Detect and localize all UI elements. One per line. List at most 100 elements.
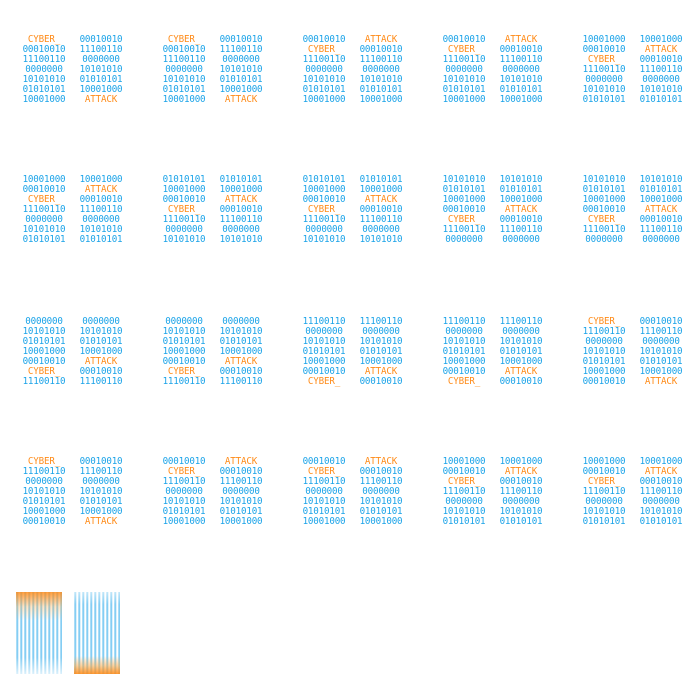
sprite-frame: 11100110 0000000 10101010 01010101 10001000 0…: [436, 317, 566, 397]
binary-line: 11100110: [639, 326, 683, 337]
accent-word: CYBER_: [167, 366, 201, 377]
binary-line: 0000000: [165, 316, 203, 327]
binary-line: 00010010: [582, 376, 626, 387]
code-column: 00010010 11100110 0000000 10101010 01010101 1…: [633, 317, 689, 387]
binary-line: 01010101: [639, 356, 683, 367]
code-column: 10001000 ATTACK 00010010 11100110 0000000 101…: [633, 457, 689, 527]
binary-line: 01010101: [22, 234, 66, 245]
binary-line: 11100110: [219, 214, 263, 225]
binary-line: 01010101: [22, 336, 66, 347]
binary-line: 01010101: [582, 356, 626, 367]
code-column: 10001000 00010010 CYBER_ 11100110 0000000 101…: [576, 457, 632, 527]
code-column: CYBER_ 11100110 0000000 10101010 01010101 100…: [576, 317, 632, 387]
binary-line: 00010010: [302, 366, 346, 377]
binary-line: 0000000: [642, 234, 680, 245]
binary-line: 01010101: [302, 346, 346, 357]
binary-line: 01010101: [499, 346, 543, 357]
binary-line: 10001000: [499, 94, 543, 105]
binary-line: 01010101: [219, 174, 263, 185]
binary-line: 11100110: [162, 476, 206, 487]
code-column: 00010010 CYBER_ 11100110 0000000 10101010 010…: [156, 457, 212, 527]
binary-line: 01010101: [359, 84, 403, 95]
binary-line: 0000000: [82, 214, 120, 225]
binary-line: 01010101: [442, 184, 486, 195]
binary-line: 01010101: [79, 74, 123, 85]
code-column: 10001000 ATTACK 00010010 11100110 0000000 101…: [73, 175, 129, 245]
accent-word: ATTACK: [84, 516, 118, 527]
binary-line: 00010010: [22, 44, 66, 55]
code-column: 10001000 00010010 CYBER_ 11100110 0000000 101…: [16, 175, 72, 245]
code-column: 0000000 10101010 01010101 10001000 ATTACK 000…: [73, 317, 129, 387]
binary-line: 00010010: [582, 204, 626, 215]
accent-word: ATTACK: [364, 456, 398, 467]
binary-line: 0000000: [25, 214, 63, 225]
binary-line: 11100110: [79, 204, 123, 215]
code-column: ATTACK 00010010 11100110 0000000 10101010 010…: [353, 457, 409, 527]
binary-line: 10001000: [582, 194, 626, 205]
accent-word: CYBER_: [307, 376, 341, 387]
binary-line: 01010101: [162, 174, 206, 185]
stream-glow: [74, 592, 120, 674]
binary-line: 00010010: [79, 366, 123, 377]
code-column: CYBER_ 00010010 11100110 0000000 10101010 010…: [156, 35, 212, 105]
binary-line: 0000000: [222, 54, 260, 65]
binary-line: 00010010: [219, 204, 263, 215]
binary-line: 0000000: [165, 486, 203, 497]
accent-word: CYBER_: [27, 456, 61, 467]
binary-line: 00010010: [162, 44, 206, 55]
binary-line: 11100110: [359, 476, 403, 487]
code-column: 0000000 10101010 01010101 10001000 ATTACK 000…: [213, 317, 269, 387]
binary-line: 0000000: [305, 64, 343, 75]
binary-line: 10101010: [219, 496, 263, 507]
binary-line: 10101010: [639, 346, 683, 357]
binary-line: 0000000: [362, 326, 400, 337]
binary-line: 10101010: [359, 496, 403, 507]
binary-line: 00010010: [302, 34, 346, 45]
binary-line: 11100110: [442, 224, 486, 235]
binary-line: 0000000: [165, 64, 203, 75]
accent-word: CYBER_: [447, 476, 481, 487]
binary-line: 00010010: [359, 204, 403, 215]
binary-line: 00010010: [639, 214, 683, 225]
sprite-frame: 10001000 00010010 CYBER_ 11100110 0000000 101…: [436, 457, 566, 537]
binary-line: 01010101: [302, 174, 346, 185]
binary-line: 0000000: [222, 224, 260, 235]
binary-line: 11100110: [79, 376, 123, 387]
binary-line: 11100110: [499, 224, 543, 235]
accent-word: ATTACK: [224, 94, 258, 105]
binary-line: 00010010: [162, 456, 206, 467]
binary-line: 11100110: [499, 316, 543, 327]
binary-line: 10001000: [359, 184, 403, 195]
binary-line: 10101010: [582, 506, 626, 517]
binary-line: 00010010: [219, 466, 263, 477]
code-column: 0000000 10101010 01010101 10001000 00010010 C…: [156, 317, 212, 387]
code-column: 00010010 11100110 0000000 10101010 01010101 1…: [73, 35, 129, 105]
binary-line: 00010010: [442, 366, 486, 377]
binary-line: 11100110: [22, 376, 66, 387]
binary-line: 10001000: [359, 94, 403, 105]
binary-line: 01010101: [442, 346, 486, 357]
binary-line: 01010101: [499, 84, 543, 95]
binary-line: 10101010: [162, 496, 206, 507]
binary-line: 10101010: [582, 174, 626, 185]
binary-line: 0000000: [585, 496, 623, 507]
binary-line: 11100110: [219, 376, 263, 387]
accent-word: CYBER_: [587, 316, 621, 327]
binary-line: 10101010: [22, 486, 66, 497]
sprite-frame: CYBER_ 00010010 11100110 0000000 10101010 010…: [16, 35, 146, 115]
sprite-frame: 10101010 01010101 10001000 00010010 CYBER_ 11…: [436, 175, 566, 255]
binary-line: 10101010: [359, 234, 403, 245]
binary-line: 00010010: [219, 366, 263, 377]
binary-line: 0000000: [25, 316, 63, 327]
accent-word: CYBER_: [447, 44, 481, 55]
binary-line: 11100110: [359, 54, 403, 65]
binary-line: 01010101: [639, 94, 683, 105]
binary-line: 10101010: [302, 74, 346, 85]
accent-word: ATTACK: [84, 356, 118, 367]
binary-line: 11100110: [79, 44, 123, 55]
binary-line: 0000000: [362, 486, 400, 497]
binary-line: 10101010: [219, 64, 263, 75]
accent-word: CYBER_: [167, 466, 201, 477]
binary-line: 11100110: [302, 214, 346, 225]
binary-line: 0000000: [222, 486, 260, 497]
